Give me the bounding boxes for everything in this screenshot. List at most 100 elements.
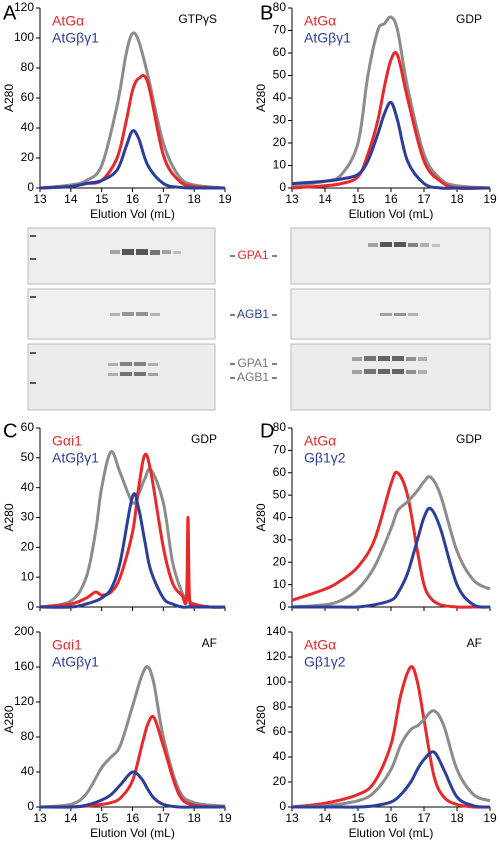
legend-entry: AtGβγ1 [304,30,351,46]
legend-entry: Gβ1γ2 [304,654,346,670]
y-axis-label: A280 [2,503,16,531]
x-tick-label: 14 [64,192,78,206]
condition-label: AF [467,636,482,650]
condition-label: GTPγS [178,12,217,26]
y-tick-label: 0 [27,180,34,194]
gel-label: AGB1 [237,307,269,321]
y-tick-label: 0 [279,599,286,613]
legend-entry: Gαi1 [52,433,82,449]
panel-letter: B [260,2,273,24]
y-tick-label: 80 [273,699,287,713]
y-tick-label: 0 [27,599,34,613]
y-tick-label: 60 [273,45,287,59]
x-tick-label: 16 [384,192,398,206]
x-tick-label: 18 [450,811,464,825]
y-tick-label: 80 [21,60,35,74]
y-tick-label: 80 [273,0,287,14]
condition-label: GDP [191,432,217,446]
series-line [291,100,490,190]
y-tick-label: 40 [21,480,35,494]
gel-lane [290,343,491,411]
panel-letter: A [3,2,17,24]
x-tick-label: 16 [384,811,398,825]
y-tick-label: 0 [27,799,34,813]
x-tick-label: 19 [483,192,497,206]
legend-entry: Gαi1 [52,637,82,653]
series-line [291,15,491,190]
y-tick-label: 10 [21,569,35,583]
legend-entry: AtGα [52,13,84,29]
x-tick-label: 17 [157,192,171,206]
y-tick-label: 120 [14,694,34,708]
series-line [39,770,225,809]
y-axis-label: A280 [254,705,268,733]
series-line [39,129,226,190]
x-tick-label: 13 [33,811,47,825]
y-tick-label: 40 [273,510,287,524]
legend-entry: AtGα [304,637,336,653]
y-axis-label: A280 [254,84,268,112]
y-tick-label: 60 [21,420,35,434]
x-tick-label: 15 [351,811,365,825]
x-tick-label: 18 [187,192,201,206]
y-tick-label: 100 [14,30,34,44]
y-tick-label: 50 [273,68,287,82]
x-axis-label: Elution Vol (mL) [90,207,175,221]
y-tick-label: 30 [273,532,287,546]
gel-lane [27,288,216,340]
y-tick-label: 10 [273,158,287,172]
chart: 0 20 40 60 80 100 120 140 13 14 15 16 17 18 19 Elution … [254,624,497,840]
gel-lane [27,227,216,285]
y-tick-label: 60 [273,465,287,479]
x-tick-label: 15 [351,192,365,206]
y-tick-label: 80 [21,729,35,743]
y-tick-label: 120 [14,0,34,14]
y-tick-label: 40 [273,90,287,104]
y-tick-label: 140 [266,624,286,638]
series-line [292,750,491,809]
panel-letter: D [260,420,274,442]
x-tick-label: 17 [157,811,171,825]
y-axis-label: A280 [254,503,268,531]
y-tick-label: 30 [21,510,35,524]
y-tick-label: 0 [279,799,286,813]
y-tick-label: 40 [273,749,287,763]
y-tick-label: 70 [273,23,287,37]
gel-lane [27,343,216,411]
series-line [291,470,490,609]
legend-entry: AtGβγ1 [52,450,99,466]
chart: 0 10 20 30 40 50 60 70 80 13 14 15 16 17 18 19 Elution V… [254,0,497,221]
gel-label: GPA1 [237,356,268,370]
gel-label: GPA1 [237,248,268,262]
y-axis-label: A280 [2,705,16,733]
x-tick-label: 13 [33,192,47,206]
chart: 0 20 40 60 80 100 120 13 14 15 16 17 18 19 Elution Vol… [2,0,232,221]
y-tick-label: 50 [273,487,287,501]
gels [27,227,491,411]
x-axis-label: Elution Vol (mL) [349,207,434,221]
x-axis-label: Elution Vol (mL) [349,826,434,840]
y-tick-label: 160 [14,659,34,673]
legend-entry: Gβ1γ2 [304,450,346,466]
y-tick-label: 20 [273,554,287,568]
y-tick-label: 60 [21,90,35,104]
x-tick-label: 16 [126,811,140,825]
y-tick-label: 70 [273,443,287,457]
x-axis-label: Elution Vol (mL) [90,826,175,840]
series-line [291,709,491,809]
series-line [291,50,491,190]
condition-label: GDP [456,432,482,446]
series-line [291,506,491,609]
y-tick-label: 30 [273,113,287,127]
series-line [39,715,226,809]
condition-label: GDP [456,12,482,26]
legend-entry: AtGα [304,13,336,29]
y-tick-label: 0 [279,180,286,194]
x-tick-label: 14 [318,192,332,206]
x-tick-label: 17 [417,811,431,825]
x-tick-label: 15 [95,811,109,825]
x-tick-label: 18 [187,811,201,825]
series-line [291,665,491,809]
x-tick-label: 19 [218,811,232,825]
